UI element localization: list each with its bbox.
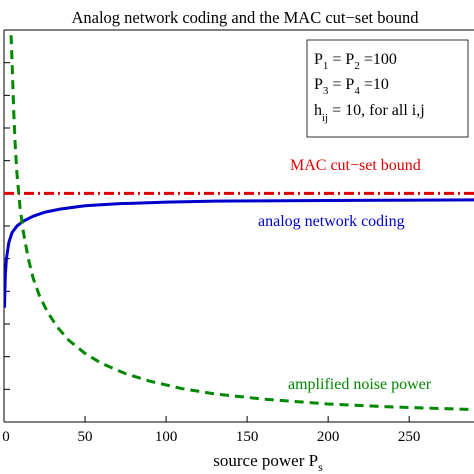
x-ticks: 0 50 100 150 200 250 [2,416,420,445]
x-tick-label: 250 [398,429,421,445]
anc-label: analog network coding [258,213,405,230]
x-tick-label: 100 [155,429,178,445]
y-ticks [4,62,10,390]
series-line-2 [4,198,474,308]
x-tick-label: 150 [236,429,259,445]
x-tick-label: 200 [317,429,340,445]
x-axis-label: source power Ps [213,451,323,474]
noise-label: amplified noise power [288,376,432,393]
param-line-3: hij = 10, for all i,j [314,102,425,124]
mac-bound-label: MAC cut−set bound [290,157,421,174]
series-layer [4,30,474,412]
parameters-box: P1 = P2 =100 P3 = P4 =10 hij = 10, for a… [306,39,469,138]
param-line-1: P1 = P2 =100 [314,51,397,72]
x-tick-label: 50 [78,429,93,445]
x-tick-label: 0 [2,429,10,445]
parameters-box-border [306,39,469,138]
param-line-2: P3 = P4 =10 [314,76,389,97]
chart-title: Analog network coding and the MAC cut−se… [71,8,419,27]
